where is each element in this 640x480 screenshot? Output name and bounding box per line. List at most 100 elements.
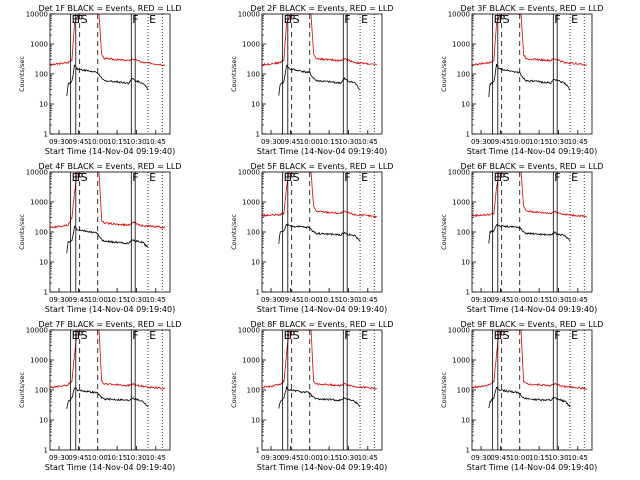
x-tick-label: 09:30 (471, 138, 491, 146)
x-tick-label: 10:00 (88, 138, 108, 146)
marker-label: E (284, 13, 291, 26)
y-tick-label: 10000 (448, 327, 470, 335)
marker-label: E (361, 13, 368, 26)
x-tick-label: 09:30 (261, 138, 281, 146)
plot-frame (471, 13, 593, 135)
x-tick-label: 10:15 (319, 454, 339, 462)
y-tick-label: 1000 (452, 199, 470, 207)
x-tick-label: 10:00 (300, 138, 320, 146)
panel-title: Det 3F BLACK = Events, RED = LLD (461, 4, 604, 13)
panel-title: Det 2F BLACK = Events, RED = LLD (251, 4, 394, 13)
series-lld-line (471, 171, 588, 218)
marker-label: E (72, 329, 79, 342)
marker-label: F (289, 171, 295, 184)
x-axis-label: Start Time (14-Nov-04 09:19:40) (257, 463, 387, 472)
y-axis-label: Counts/sec (18, 372, 26, 408)
series-lld-line (261, 171, 377, 219)
y-tick-label: 1 (256, 447, 260, 455)
y-tick-label: 10 (461, 101, 470, 109)
x-tick-label: 10:00 (88, 296, 108, 304)
x-tick-label: 09:45 (490, 454, 510, 462)
panel-2: Det 2F BLACK = Events, RED = LLDEFSFE110… (230, 4, 393, 156)
y-tick-label: 1 (466, 289, 470, 297)
x-tick-label: 10:30 (548, 454, 568, 462)
x-tick-label: 09:30 (471, 296, 491, 304)
marker-label: E (361, 171, 368, 184)
y-tick-label: 10 (251, 417, 260, 425)
marker-label: S (503, 171, 510, 184)
series-events-line (66, 225, 149, 254)
x-tick-label: 10:15 (107, 454, 127, 462)
marker-label: E (494, 13, 501, 26)
y-tick-label: 10000 (26, 169, 48, 177)
marker-label: S (503, 13, 510, 26)
x-tick-label: 10:30 (126, 296, 146, 304)
marker-label: F (499, 13, 505, 26)
x-tick-label: 09:45 (68, 454, 88, 462)
y-tick-label: 10000 (448, 169, 470, 177)
x-tick-label: 10:30 (548, 138, 568, 146)
marker-label: F (499, 171, 505, 184)
marker-label: S (81, 13, 88, 26)
x-axis-label: Start Time (14-Nov-04 09:19:40) (467, 463, 597, 472)
series-events-line (488, 386, 571, 409)
panel-title: Det 9F BLACK = Events, RED = LLD (461, 320, 604, 329)
x-tick-label: 10:45 (358, 138, 378, 146)
panel-7: Det 7F BLACK = Events, RED = LLDEFSFE110… (18, 320, 181, 472)
x-tick-label: 10:00 (300, 296, 320, 304)
x-tick-label: 10:15 (107, 138, 127, 146)
panel-title: Det 4F BLACK = Events, RED = LLD (39, 162, 182, 171)
x-tick-label: 09:45 (490, 138, 510, 146)
marker-label: F (77, 13, 83, 26)
marker-label: S (81, 171, 88, 184)
panel-title: Det 7F BLACK = Events, RED = LLD (39, 320, 182, 329)
panel-8: Det 8F BLACK = Events, RED = LLDEFSFE110… (230, 320, 393, 472)
x-axis-label: Start Time (14-Nov-04 09:19:40) (467, 305, 597, 314)
x-tick-label: 09:30 (261, 454, 281, 462)
x-tick-label: 09:45 (280, 138, 300, 146)
y-tick-label: 100 (247, 387, 260, 395)
x-tick-label: 10:15 (107, 296, 127, 304)
y-tick-label: 100 (457, 71, 470, 79)
marker-label: E (494, 329, 501, 342)
y-tick-label: 1000 (242, 199, 260, 207)
y-tick-label: 10000 (238, 327, 260, 335)
y-tick-label: 1000 (30, 41, 48, 49)
y-tick-label: 1 (466, 131, 470, 139)
panel-title: Det 6F BLACK = Events, RED = LLD (461, 162, 604, 171)
y-tick-label: 10 (461, 259, 470, 267)
x-axis-label: Start Time (14-Nov-04 09:19:40) (257, 147, 387, 156)
marker-label: F (77, 329, 83, 342)
x-tick-label: 10:45 (568, 296, 588, 304)
marker-label: S (503, 329, 510, 342)
plot-frame (49, 171, 171, 293)
y-tick-label: 100 (457, 387, 470, 395)
x-tick-label: 10:45 (358, 454, 378, 462)
x-tick-label: 09:45 (68, 296, 88, 304)
y-tick-label: 1000 (30, 199, 48, 207)
y-tick-label: 10000 (238, 169, 260, 177)
x-tick-label: 09:45 (68, 138, 88, 146)
series-lld-line (49, 171, 166, 229)
panel-5: Det 5F BLACK = Events, RED = LLDEFSFE110… (230, 162, 393, 314)
x-tick-label: 10:30 (338, 138, 358, 146)
plot-frame (471, 329, 593, 451)
panel-title: Det 5F BLACK = Events, RED = LLD (251, 162, 394, 171)
y-axis-label: Counts/sec (230, 214, 238, 250)
y-tick-label: 100 (35, 71, 48, 79)
x-tick-label: 09:30 (49, 296, 69, 304)
x-tick-label: 09:45 (490, 296, 510, 304)
marker-label: E (72, 171, 79, 184)
x-tick-label: 10:45 (146, 138, 166, 146)
x-tick-label: 09:45 (280, 454, 300, 462)
marker-label: F (289, 13, 295, 26)
x-tick-label: 09:30 (49, 138, 69, 146)
x-axis-label: Start Time (14-Nov-04 09:19:40) (45, 147, 175, 156)
x-axis-label: Start Time (14-Nov-04 09:19:40) (467, 147, 597, 156)
x-tick-label: 10:45 (568, 454, 588, 462)
marker-label: E (571, 329, 578, 342)
plot-frame (49, 13, 171, 135)
panel-title: Det 8F BLACK = Events, RED = LLD (251, 320, 394, 329)
